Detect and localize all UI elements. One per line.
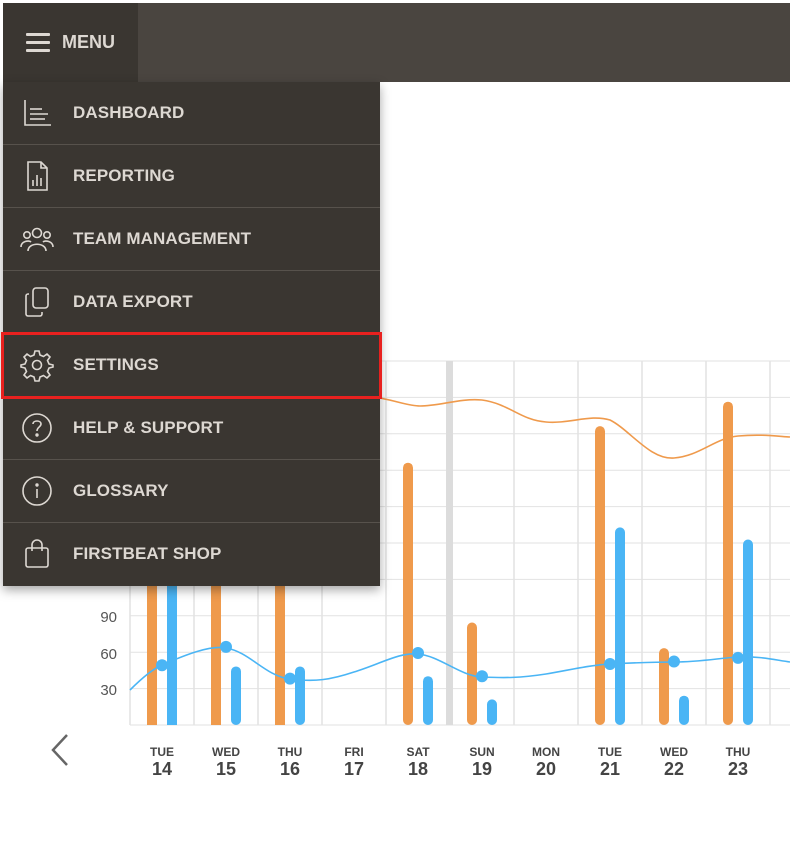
y-tick-label: 30 xyxy=(100,682,117,699)
hamburger-icon xyxy=(26,32,50,53)
x-date-label: 14 xyxy=(152,759,172,779)
x-day-label: THU xyxy=(726,745,751,759)
x-date-label: 17 xyxy=(344,759,364,779)
x-day-label: MON xyxy=(532,745,560,759)
chart-bar xyxy=(659,648,669,725)
menu-item-label: DATA EXPORT xyxy=(73,292,193,311)
chart-bar xyxy=(211,560,221,725)
blue-data-point xyxy=(732,651,744,664)
x-day-label: SUN xyxy=(469,745,494,759)
menu-button[interactable]: MENU xyxy=(3,3,138,82)
chart-bar xyxy=(743,539,753,725)
x-date-label: 22 xyxy=(664,759,684,779)
x-day-label: WED xyxy=(660,745,688,759)
menu-item-label: SETTINGS xyxy=(73,355,159,374)
blue-data-point xyxy=(284,672,296,685)
menu-item-label: GLOSSARY xyxy=(73,481,169,500)
question-circle-icon xyxy=(20,411,54,445)
chart-bar xyxy=(487,699,497,725)
menu-item-reporting[interactable]: REPORTING xyxy=(3,145,380,208)
chart-bar xyxy=(295,666,305,725)
x-day-label: WED xyxy=(212,745,240,759)
x-day-label: FRI xyxy=(344,745,363,759)
chart-bar xyxy=(423,676,433,725)
chart-bar xyxy=(275,560,285,725)
chart-bar xyxy=(615,527,625,725)
chart-axes-icon xyxy=(20,96,54,130)
x-day-label: TUE xyxy=(598,745,622,759)
blue-data-point xyxy=(156,659,168,672)
chart-bar xyxy=(147,560,157,725)
menu-item-label: DASHBOARD xyxy=(73,103,185,122)
orange-trend-line xyxy=(379,397,790,459)
menu-item-label: TEAM MANAGEMENT xyxy=(73,229,252,248)
x-day-label: TUE xyxy=(150,745,174,759)
menu-button-label: MENU xyxy=(62,32,115,52)
blue-data-point xyxy=(604,658,616,670)
blue-data-point xyxy=(668,655,680,668)
shopping-bag-icon xyxy=(20,537,54,571)
menu-item-team-management[interactable]: TEAM MANAGEMENT xyxy=(3,208,380,271)
today-marker xyxy=(446,361,453,725)
menu-item-label: REPORTING xyxy=(73,166,175,185)
menu-item-label: FIRSTBEAT SHOP xyxy=(73,544,222,563)
menu-item-glossary[interactable]: GLOSSARY xyxy=(3,460,380,523)
chart-bar xyxy=(595,426,605,725)
report-document-icon xyxy=(20,159,54,193)
blue-data-point xyxy=(412,647,424,660)
chart-bar xyxy=(231,666,241,725)
menu-item-settings[interactable]: SETTINGS xyxy=(1,332,382,399)
x-date-label: 21 xyxy=(600,759,620,779)
chart-bar xyxy=(467,622,477,725)
chart-bar xyxy=(167,560,177,725)
x-date-label: 15 xyxy=(216,759,236,779)
x-date-label: 23 xyxy=(728,759,748,779)
info-circle-icon xyxy=(20,474,54,508)
copy-documents-icon xyxy=(20,285,54,319)
x-date-label: 16 xyxy=(280,759,300,779)
x-date-label: 20 xyxy=(536,759,556,779)
team-people-icon xyxy=(20,222,54,256)
menu-item-help-support[interactable]: HELP & SUPPORT xyxy=(3,397,380,460)
blue-trend-line xyxy=(129,646,790,691)
menu-item-data-export[interactable]: DATA EXPORT xyxy=(3,271,380,334)
chart-bar xyxy=(723,401,733,725)
navigation-menu: DASHBOARD REPORTING TEAM MANAGEMENT DATA… xyxy=(1,82,382,586)
y-tick-label: 60 xyxy=(100,646,117,663)
blue-data-point xyxy=(220,640,232,653)
chart-bar xyxy=(403,462,413,725)
blue-data-point xyxy=(476,670,488,683)
x-day-label: SAT xyxy=(406,745,430,759)
gear-icon xyxy=(20,348,54,382)
x-day-label: THU xyxy=(278,745,303,759)
previous-week-button[interactable] xyxy=(48,732,74,768)
x-date-label: 18 xyxy=(408,759,428,779)
menu-item-firstbeat-shop[interactable]: FIRSTBEAT SHOP xyxy=(3,523,380,585)
menu-item-dashboard[interactable]: DASHBOARD xyxy=(3,82,380,145)
chevron-left-icon xyxy=(51,734,68,766)
menu-item-label: HELP & SUPPORT xyxy=(73,418,224,437)
chart-bar xyxy=(679,695,689,725)
x-date-label: 19 xyxy=(472,759,492,779)
y-tick-label: 90 xyxy=(100,609,117,626)
